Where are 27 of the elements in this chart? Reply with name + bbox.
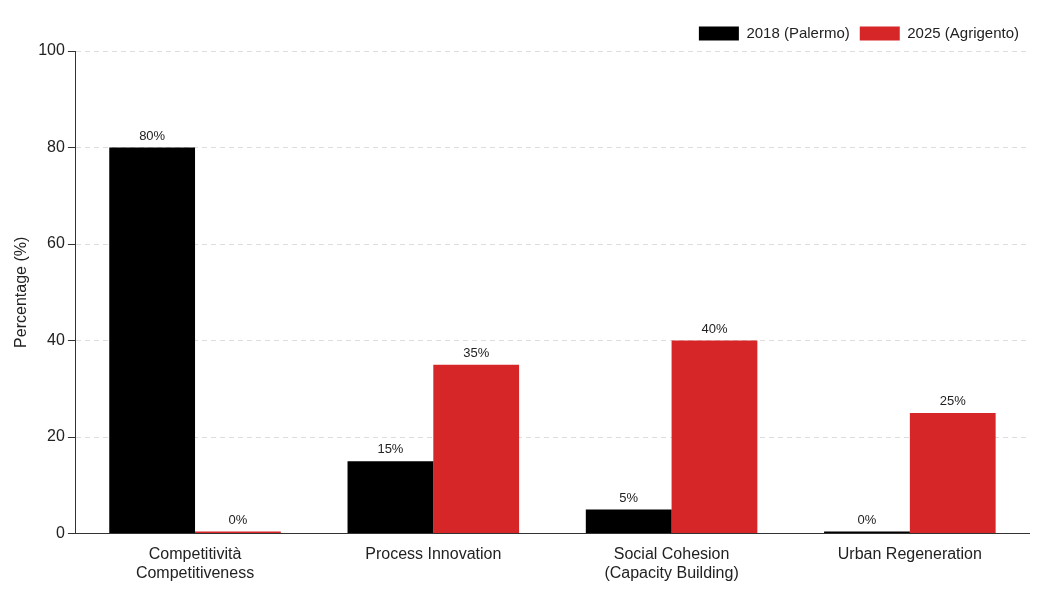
y-tick-label: 40 bbox=[47, 330, 65, 348]
legend-label: 2018 (Palermo) bbox=[746, 23, 850, 41]
bar bbox=[585, 509, 672, 534]
bar bbox=[109, 147, 196, 534]
x-tick-label: Social Cohesion (Capacity Building) bbox=[604, 544, 739, 581]
data-label: 15% bbox=[377, 441, 404, 457]
y-tick-label: 0 bbox=[55, 524, 65, 542]
bar bbox=[433, 364, 520, 534]
x-tick-label: Urban Regeneration bbox=[837, 544, 982, 562]
x-tick-label: Competitività Competitiveness bbox=[135, 544, 255, 581]
y-tick-label: 100 bbox=[38, 41, 65, 59]
data-label: 25% bbox=[939, 393, 967, 409]
data-label: 0% bbox=[228, 511, 248, 527]
y-axis-title: Percentage (%) bbox=[12, 236, 30, 348]
data-label: 40% bbox=[701, 320, 728, 336]
data-label: 35% bbox=[463, 344, 490, 360]
bar bbox=[671, 340, 758, 534]
legend-label: 2025 (Agrigento) bbox=[907, 23, 1020, 41]
data-label: 5% bbox=[619, 489, 639, 505]
y-tick-label: 60 bbox=[47, 234, 65, 252]
x-tick-label: Process Innovation bbox=[365, 544, 502, 562]
data-label: 80% bbox=[139, 127, 166, 143]
bar bbox=[347, 461, 434, 534]
y-tick-label: 20 bbox=[47, 427, 65, 445]
data-label: 0% bbox=[857, 511, 877, 527]
bar bbox=[909, 412, 996, 534]
y-tick-label: 80 bbox=[47, 137, 65, 155]
